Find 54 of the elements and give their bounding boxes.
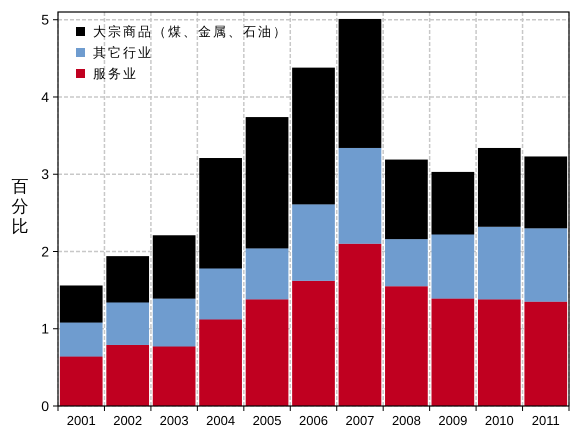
bar [478,299,521,406]
x-tick-label: 2001 [66,413,96,428]
x-tick-label: 2003 [160,413,189,428]
bar [478,226,521,300]
bar [60,322,103,357]
y-tick-label: 0 [41,398,50,414]
bar [431,172,474,234]
legend-label: 服务业 [93,67,138,82]
bar [431,234,474,299]
x-tick-label: 2008 [392,413,421,428]
bar [106,256,150,302]
bar [292,280,335,406]
y-tick-label: 3 [41,166,50,182]
bar [246,248,288,300]
bar [524,156,568,228]
x-tick-label: 2009 [438,413,468,428]
bar [199,158,242,268]
bar [338,244,382,406]
y-tick-label: 5 [41,12,50,28]
bar [431,298,474,406]
bar [152,235,196,299]
x-tick-label: 2010 [484,413,514,428]
bar [524,228,568,302]
bar [246,299,288,406]
bar [338,18,382,148]
y-axis-title: 百分比 [12,177,28,237]
y-tick-label: 2 [41,243,50,260]
x-tick-label: 2005 [252,413,282,428]
bar [152,346,196,406]
x-tick-label: 2004 [206,413,236,428]
x-tick-label: 2007 [345,413,374,428]
bar [199,268,242,320]
bar [338,148,382,244]
bar [292,204,335,281]
bar [385,239,428,286]
legend-label: 其它行业 [93,45,153,61]
x-tick-label: 2006 [299,413,328,428]
bar [199,319,242,406]
bar [385,286,428,406]
x-tick-label: 2011 [532,413,560,428]
bar [106,344,150,406]
bar [385,160,428,240]
y-tick-label: 1 [41,320,50,337]
x-tick-label: 2002 [113,413,142,428]
bar [246,117,288,248]
bar [106,302,150,345]
bar [292,68,335,204]
bar [60,285,103,323]
bar [60,356,103,406]
y-tick-label: 4 [41,88,50,105]
bar [152,298,196,347]
bar [478,148,521,227]
bar [524,302,568,406]
legend-label: 大宗商品（煤、金属、石油） [93,24,288,40]
